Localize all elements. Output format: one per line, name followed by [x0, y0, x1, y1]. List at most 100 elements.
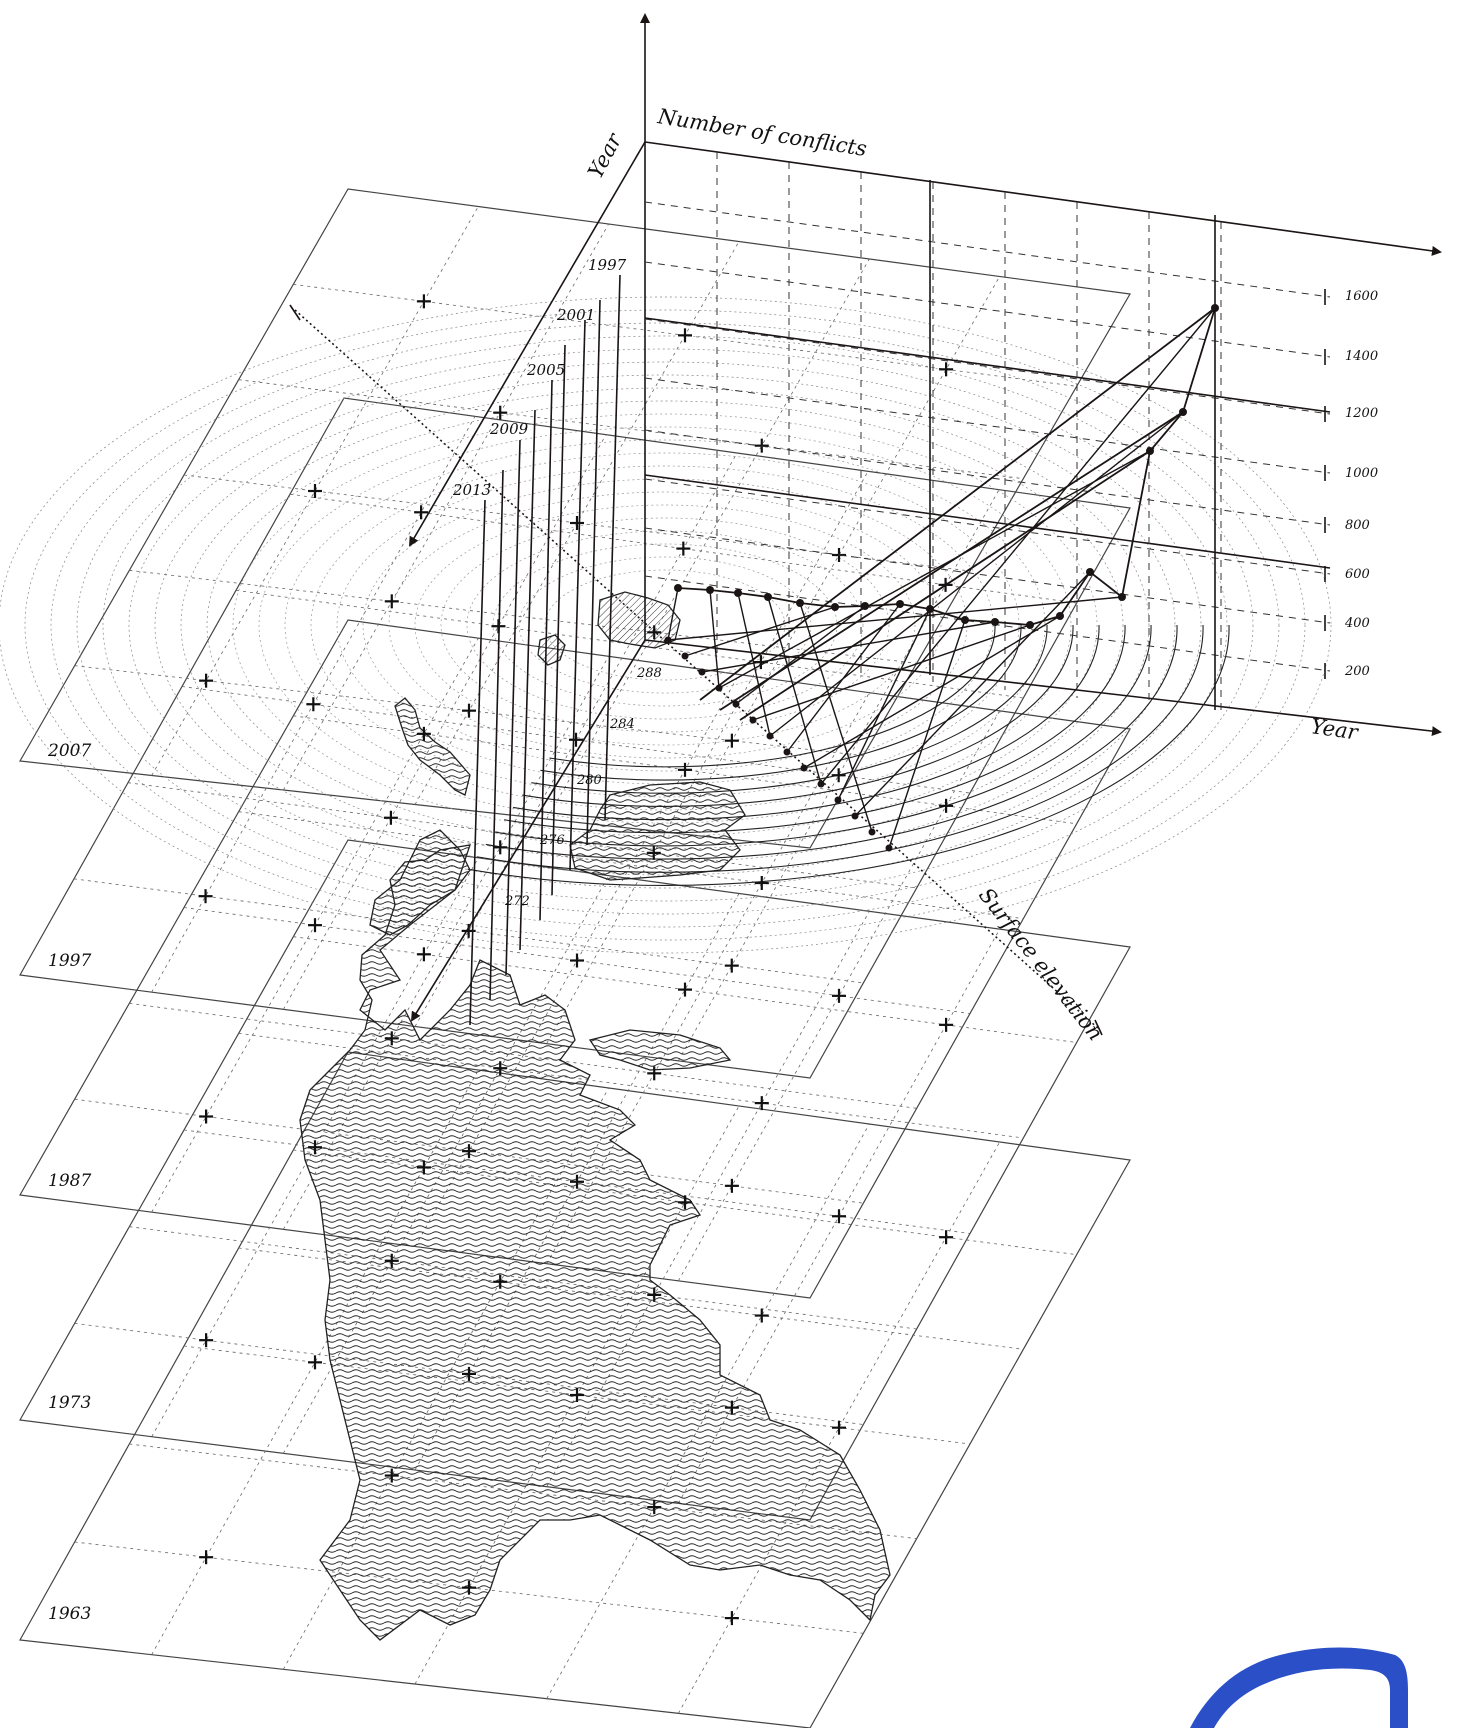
elevation-contour-solid	[522, 624, 1074, 807]
surface-elevation-end-tick	[289, 304, 301, 321]
plane-grid-line	[282, 434, 607, 1010]
year-tick-2005: 2005	[526, 361, 565, 379]
year-stem-line	[469, 499, 486, 1026]
conflict-grid-line	[644, 201, 1331, 298]
plane-label-1963: 1963	[48, 1604, 91, 1624]
year-stem-line	[569, 319, 586, 871]
conflict-grid-line	[644, 318, 1331, 415]
network-link-line	[820, 307, 1216, 785]
year-stem-line	[604, 274, 621, 821]
network-link-line	[769, 411, 1184, 737]
conflict-grid-line	[644, 575, 1331, 672]
plane-label-2007: 2007	[47, 741, 91, 761]
year-tick-1997: 1997	[588, 256, 627, 274]
landmass-tiny-dark	[537, 634, 566, 666]
plane-grid-line	[238, 379, 1024, 480]
plane-grid-line	[129, 569, 917, 664]
plane-label-1973: 1973	[48, 1393, 91, 1413]
network-link-line	[709, 589, 720, 689]
surface-elevation-end-tick	[1094, 1019, 1103, 1036]
network-link-line	[739, 450, 1151, 721]
network-link-line	[719, 411, 1184, 711]
elevation-contour	[258, 426, 1072, 824]
elevation-contour	[154, 374, 1176, 876]
year-stem-line	[551, 344, 566, 896]
year-stem-line	[505, 439, 521, 976]
year-stem-line	[586, 299, 601, 846]
year-tick-2013: 2013	[452, 481, 491, 499]
elevation-contour	[50, 322, 1280, 928]
elevation-contour	[0, 296, 1332, 954]
conflict-grid-line	[644, 527, 1331, 624]
network-link-line	[718, 450, 1151, 689]
elevation-tick-284: 284	[609, 717, 635, 732]
elevation-contour	[232, 413, 1098, 837]
elevation-contour-solid	[503, 624, 1126, 834]
year-tick-2009: 2009	[489, 420, 529, 438]
network-link-line	[752, 624, 1031, 721]
plane-label-1997: 1997	[48, 951, 91, 971]
plane-grid-line	[546, 911, 870, 1487]
year-stem-line	[489, 469, 504, 1001]
network-link-line	[799, 602, 873, 833]
elevation-contour	[362, 478, 968, 772]
plane-grid-line	[546, 471, 869, 1044]
conflict-grid-line	[644, 478, 1331, 575]
elevation-contour	[180, 387, 1150, 863]
year-stems	[469, 274, 621, 1026]
corner-logo-icon	[1190, 1647, 1408, 1728]
network-link-line	[854, 571, 1091, 817]
network-link-line	[667, 587, 679, 641]
landmass-main	[299, 844, 891, 1641]
network-link-line	[699, 307, 1216, 701]
chart-dashed-grid	[644, 152, 1331, 714]
grid-crosses	[198, 294, 954, 1626]
conflict-grid-line	[644, 377, 1331, 474]
elevation-tick-276: 276	[539, 833, 565, 848]
elevation-contour	[414, 504, 916, 746]
network-link-line	[737, 592, 771, 737]
landmass-island-center	[569, 781, 746, 881]
conflict-grid-line	[644, 429, 1331, 526]
landmass-island-west	[394, 697, 471, 796]
year-stem-line	[519, 409, 536, 951]
elevation-contour	[544, 569, 786, 681]
landmass-group	[299, 591, 891, 1641]
chart-frame	[289, 13, 1442, 1036]
elevation-tick-272: 272	[504, 894, 530, 909]
elevation-contour-solid	[549, 624, 996, 768]
axis-title-year-horizontal: Year	[1309, 714, 1361, 745]
landmass-east	[588, 1029, 732, 1071]
year-lower-axis	[410, 639, 646, 1022]
year-stem-line	[539, 379, 553, 921]
elevation-contour	[24, 309, 1306, 941]
elevation-contour	[440, 517, 890, 733]
elevation-contour	[128, 361, 1202, 889]
network-link-line	[767, 596, 822, 785]
plane-grid-line	[282, 656, 610, 1230]
elevation-contours	[0, 296, 1332, 954]
elevation-contour-solid	[467, 624, 1230, 886]
elevation-tick-288: 288	[636, 666, 662, 681]
frame-solid-line	[644, 317, 1331, 413]
conflict-tick-200: 200	[1344, 664, 1370, 679]
elevation-contour-solid	[494, 624, 1152, 847]
axis-title-year-vertical: Year	[583, 128, 627, 183]
elevation-contour	[466, 530, 864, 720]
conflict-network	[664, 304, 1219, 852]
conflict-tick-1200: 1200	[1345, 406, 1378, 421]
conflict-tick-800: 800	[1345, 518, 1370, 533]
elevation-contour	[518, 556, 812, 694]
elevation-contour	[76, 335, 1254, 915]
axis-title-surface-elevation: Surface elevation	[974, 883, 1108, 1045]
network-link-line	[803, 615, 1061, 769]
plane-label-1987: 1987	[48, 1171, 91, 1191]
elevation-contour	[492, 543, 838, 707]
conflict-tick-1000: 1000	[1345, 466, 1378, 481]
network-link-line	[888, 619, 966, 849]
axis-title-conflicts: Number of conflicts	[655, 104, 868, 161]
conflict-tick-1600: 1600	[1345, 289, 1378, 304]
conflict-trend-line	[677, 307, 1216, 626]
